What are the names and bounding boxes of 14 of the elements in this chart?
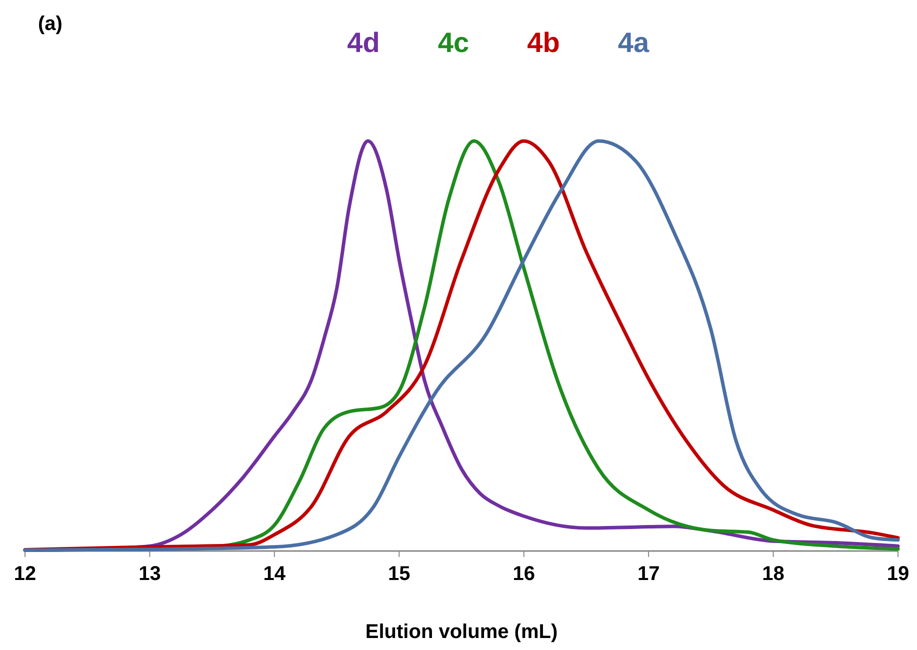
x-tick-label: 12 (14, 563, 36, 585)
text: 4c (438, 27, 470, 58)
x-tick-label: 15 (388, 563, 410, 585)
text: 4b (527, 27, 560, 58)
x-tick-label: 16 (512, 563, 535, 585)
text: 4a (618, 27, 650, 58)
x-tick-label: 19 (886, 563, 910, 585)
text: 4d (347, 27, 380, 58)
x-axis-title: Elution volume (mL) (365, 621, 558, 643)
x-tick-label: 18 (762, 563, 784, 585)
x-tick-label: 17 (637, 563, 660, 585)
text: (a) (38, 13, 62, 35)
x-tick-label: 14 (263, 563, 286, 585)
x-tick-label: 13 (138, 563, 161, 585)
